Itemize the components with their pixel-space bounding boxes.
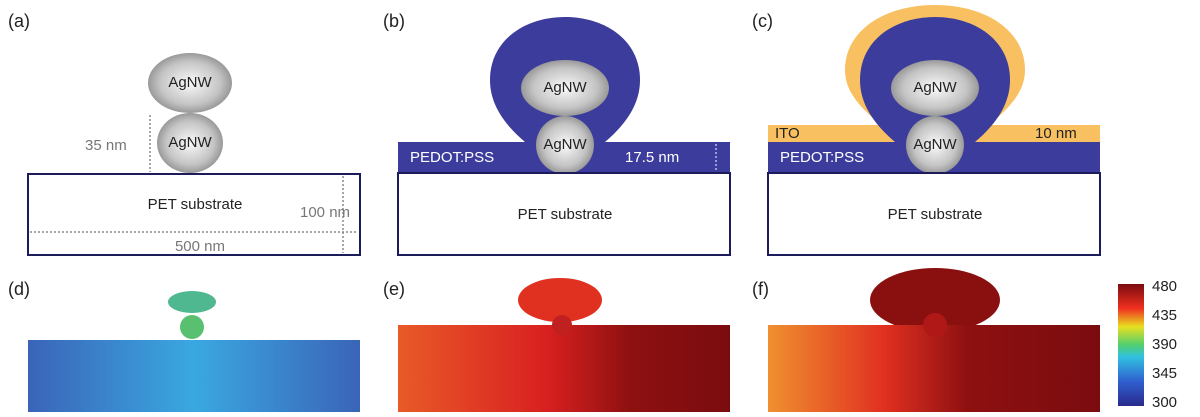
wire-label: AgNW [168, 74, 212, 91]
panel-label: (f) [752, 279, 769, 299]
colorbar-tick-label: 300 [1152, 394, 1177, 411]
panel-label: (a) [8, 11, 30, 31]
substrate [767, 172, 1101, 256]
agnw [536, 116, 594, 174]
wire-label: AgNW [913, 79, 957, 96]
temperature-map [518, 278, 602, 322]
dim-label: 10 nm [1035, 125, 1077, 142]
panel-label: (c) [752, 11, 773, 31]
colorbar-tick-label: 345 [1152, 365, 1177, 382]
agnw [521, 60, 609, 116]
layer-label: ITO [775, 125, 800, 142]
dim-label: 35 nm [85, 137, 127, 154]
temperature-map [398, 325, 730, 412]
colorbar-tick-label: 480 [1152, 278, 1177, 295]
colorbar-tick-label: 435 [1152, 307, 1177, 324]
panel-label: (d) [8, 279, 30, 299]
colorbar-tick-label: 390 [1152, 336, 1177, 353]
layer-label: PEDOT:PSS [410, 149, 494, 166]
temperature-map [28, 340, 360, 412]
colorbar [1118, 284, 1144, 406]
temperature-map [768, 325, 1100, 412]
wire-label: AgNW [168, 134, 212, 151]
wire-label: AgNW [543, 136, 587, 153]
temperature-map [180, 315, 204, 339]
substrate [397, 172, 731, 256]
substrate-label: PET substrate [888, 206, 983, 223]
panel-label: (e) [383, 279, 405, 299]
dim-label: 100 nm [300, 204, 350, 221]
agnw [906, 116, 964, 174]
agnw [891, 60, 979, 116]
dim-label: 500 nm [175, 238, 225, 255]
temperature-map [168, 291, 216, 313]
temperature-map [923, 313, 947, 337]
temperature-map [552, 315, 572, 335]
agnw [157, 113, 223, 173]
panel-label: (b) [383, 11, 405, 31]
substrate-label: PET substrate [518, 206, 613, 223]
layer-label: PEDOT:PSS [780, 149, 864, 166]
wire-label: AgNW [913, 136, 957, 153]
agnw [148, 53, 232, 113]
wire-label: AgNW [543, 79, 587, 96]
substrate-label: PET substrate [148, 196, 243, 213]
substrate [27, 173, 361, 256]
dim-label: 17.5 nm [625, 149, 679, 166]
colorbar-ticks: 480 435 390 345 300 [1152, 278, 1177, 411]
temperature-map [870, 268, 1000, 332]
